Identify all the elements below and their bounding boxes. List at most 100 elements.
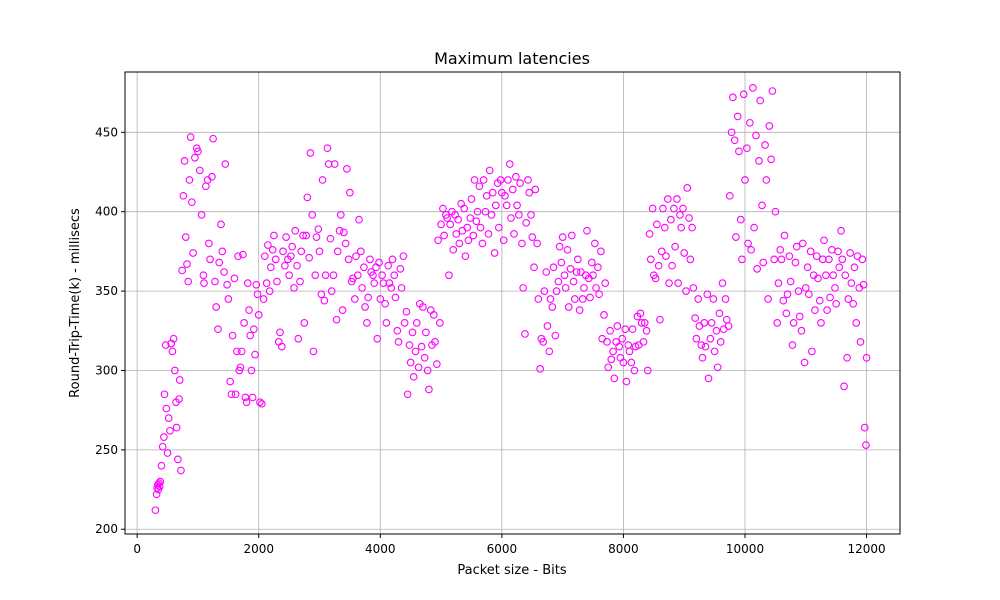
data-point (155, 479, 163, 488)
data-point (804, 290, 813, 299)
data-point (363, 318, 371, 327)
data-point (572, 268, 581, 276)
data-point (627, 358, 636, 367)
data-point (628, 325, 637, 334)
data-point (594, 263, 602, 272)
data-point (267, 263, 275, 272)
data-point (246, 331, 255, 340)
data-point (339, 228, 348, 237)
data-point (333, 247, 342, 256)
data-point (600, 311, 608, 319)
data-point (326, 234, 335, 243)
data-point (595, 290, 603, 299)
data-point (464, 236, 473, 245)
data-point (728, 93, 737, 102)
data-point (534, 295, 543, 303)
data-point (364, 293, 372, 302)
data-point (417, 342, 426, 351)
data-point (710, 347, 719, 356)
data-point (739, 90, 748, 99)
data-point (615, 342, 624, 351)
data-point (587, 258, 596, 267)
data-point (646, 255, 655, 264)
data-point (384, 261, 393, 270)
data-point (575, 306, 584, 314)
data-point (164, 414, 173, 422)
data-point (180, 157, 189, 165)
data-point (224, 295, 233, 303)
data-point (385, 279, 394, 288)
data-point (798, 239, 807, 248)
data-point (232, 347, 241, 356)
data-point (835, 263, 844, 272)
data-point (184, 277, 193, 286)
data-point (540, 287, 549, 295)
data-point (303, 193, 312, 202)
data-point (831, 284, 839, 292)
data-point (677, 223, 686, 232)
data-point (361, 303, 369, 311)
data-point (256, 398, 264, 407)
data-point (299, 231, 307, 240)
data-point (273, 277, 281, 286)
data-point (399, 252, 408, 261)
data-point (510, 230, 518, 238)
data-point (847, 279, 856, 288)
data-point (511, 172, 520, 181)
data-point (311, 271, 320, 280)
data-point (706, 334, 715, 343)
data-point (205, 239, 213, 248)
data-point (597, 247, 605, 256)
data-point (239, 250, 247, 259)
data-point (406, 358, 415, 367)
data-point (524, 176, 532, 184)
data-point (218, 247, 227, 256)
data-point (217, 220, 225, 229)
y-tick-label: 200 (95, 522, 118, 536)
data-point (297, 247, 306, 256)
data-point (750, 223, 758, 232)
data-point (329, 271, 338, 280)
data-point (569, 277, 578, 286)
data-point (260, 252, 269, 261)
data-point (382, 318, 391, 327)
data-point (531, 185, 540, 194)
data-point (566, 265, 575, 273)
data-point (742, 144, 751, 153)
data-point (712, 326, 721, 335)
data-point (507, 214, 515, 222)
data-point (527, 211, 535, 219)
data-point (305, 253, 314, 262)
data-point (376, 295, 385, 303)
data-point (172, 423, 181, 432)
data-point (703, 290, 712, 299)
data-point (211, 277, 219, 286)
data-point (161, 341, 170, 349)
data-point (688, 223, 696, 232)
data-point (177, 466, 185, 475)
data-point (440, 231, 448, 240)
data-point (425, 385, 433, 394)
data-point (803, 263, 812, 272)
data-point (285, 271, 293, 280)
data-point (759, 258, 768, 267)
data-point (251, 350, 259, 359)
data-point (270, 231, 278, 240)
data-point (815, 296, 824, 305)
data-point (163, 449, 172, 457)
data-point (528, 233, 537, 241)
data-point (228, 331, 237, 340)
data-point (852, 318, 861, 327)
data-point (776, 245, 785, 254)
data-point (733, 112, 742, 121)
data-point (472, 217, 481, 226)
data-point (630, 366, 639, 375)
data-point (257, 399, 266, 408)
data-point (236, 363, 245, 372)
data-point (560, 271, 569, 280)
data-point (651, 274, 660, 283)
data-point (752, 131, 760, 140)
data-point (606, 326, 614, 335)
data-point (811, 306, 819, 314)
data-point (243, 279, 252, 288)
